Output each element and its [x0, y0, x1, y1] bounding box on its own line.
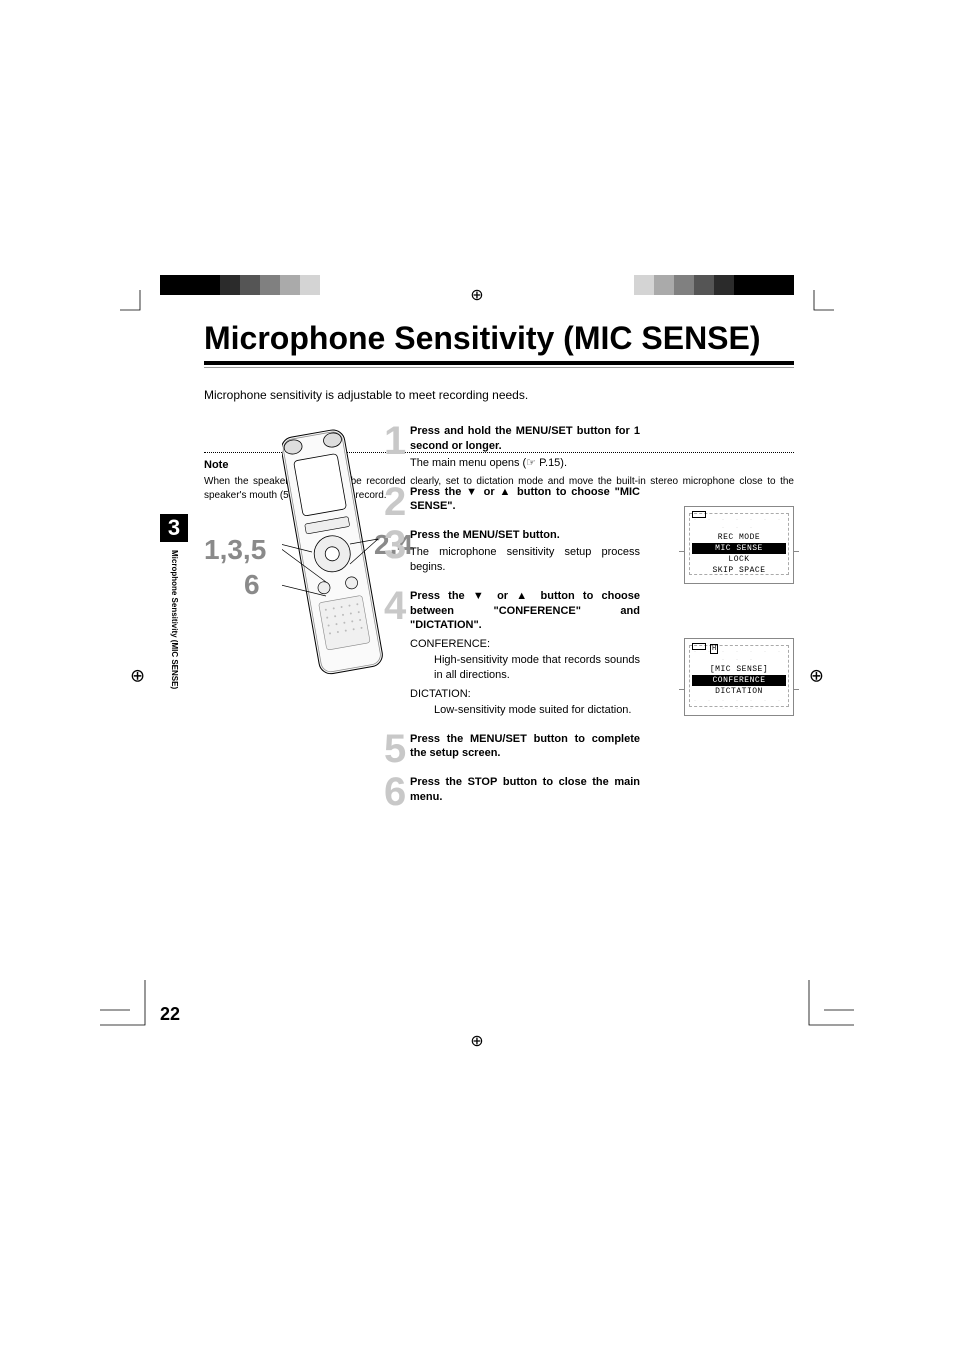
- step-5: 5Press the MENU/SET button to complete t…: [390, 732, 640, 762]
- steps-column: 1Press and hold the MENU/SET button for …: [390, 424, 640, 819]
- color-swatch: [160, 275, 180, 295]
- color-swatch: [674, 275, 694, 295]
- callout-6: 6: [244, 569, 260, 601]
- step-instruction: Press the MENU/SET button to complete th…: [410, 733, 640, 760]
- step-subdesc: High-sensitivity mode that records sound…: [410, 653, 640, 683]
- step-number: 3: [384, 518, 406, 572]
- color-swatch: [240, 275, 260, 295]
- color-swatch: [754, 275, 774, 295]
- page-number: 22: [160, 1004, 180, 1025]
- step-body: The main menu opens (☞ P.15).: [410, 456, 640, 471]
- color-swatch: [220, 275, 240, 295]
- registration-mark-icon: ⊕: [470, 285, 483, 305]
- step-instruction: Press the STOP button to close the main …: [410, 776, 640, 803]
- step-6: 6Press the STOP button to close the main…: [390, 775, 640, 805]
- step-instruction: Press and hold the MENU/SET button for 1…: [410, 425, 640, 452]
- step-number: 6: [384, 765, 406, 819]
- color-swatch: [300, 275, 320, 295]
- chapter-label: Microphone Sensitivity (MIC SENSE): [170, 550, 179, 689]
- battery-icon: [692, 643, 706, 650]
- crop-mark-icon: [100, 980, 160, 1040]
- crop-mark-icon: [794, 980, 854, 1040]
- registration-mark-icon: ⊕: [130, 665, 145, 686]
- step-body: The microphone sensitivity setup process…: [410, 545, 640, 575]
- step-subdesc: Low-sensitivity mode suited for dictatio…: [410, 703, 640, 718]
- color-swatch: [734, 275, 754, 295]
- lcd-menu-item: LOCK: [690, 554, 788, 565]
- crop-mark-icon: [804, 290, 834, 320]
- step-2: 2Press the ▼ or ▲ button to choose "MIC …: [390, 485, 640, 515]
- step-4: 4Press the ▼ or ▲ button to choose betwe…: [390, 589, 640, 718]
- lcd-menu-item: MIC SENSE: [692, 543, 786, 554]
- page-title: Microphone Sensitivity (MIC SENSE): [160, 320, 794, 357]
- registration-mark-icon: ⊕: [470, 1031, 483, 1051]
- intro-text: Microphone sensitivity is adjustable to …: [160, 388, 794, 402]
- title-rule: [204, 361, 794, 365]
- step-number: 1: [384, 414, 406, 468]
- lcd-screen-micsense: H · · · · · · · · · · [MIC SENSE] CONFER…: [684, 638, 794, 716]
- step-instruction: Press the MENU/SET button.: [410, 529, 560, 541]
- color-swatch: [180, 275, 200, 295]
- color-swatch: [694, 275, 714, 295]
- color-swatch: [774, 275, 794, 295]
- chapter-number: 3: [160, 514, 188, 542]
- lcd-menu-item: REC MODE: [690, 532, 788, 543]
- lcd-screen-menu: · · · · · · · · · · REC MODEMIC SENSELOC…: [684, 506, 794, 584]
- mode-indicator: H: [710, 644, 718, 654]
- title-rule-thin: [204, 367, 794, 368]
- step-instruction: Press the ▼ or ▲ button to choose betwee…: [410, 590, 640, 632]
- battery-icon: [692, 511, 706, 518]
- color-swatch: [634, 275, 654, 295]
- crop-mark-icon: [120, 290, 150, 320]
- color-swatch: [714, 275, 734, 295]
- callout-135: 1,3,5: [204, 534, 266, 566]
- color-swatch: [260, 275, 280, 295]
- color-swatch: [200, 275, 220, 295]
- step-sublabel: DICTATION:: [410, 687, 640, 702]
- color-swatch: [280, 275, 300, 295]
- step-sublabel: CONFERENCE:: [410, 637, 640, 652]
- step-instruction: Press the ▼ or ▲ button to choose "MIC S…: [410, 486, 640, 513]
- registration-mark-icon: ⊕: [809, 665, 824, 686]
- chapter-tab: 3 Microphone Sensitivity (MIC SENSE): [160, 514, 188, 689]
- lcd-option-item: DICTATION: [690, 686, 788, 697]
- page-content: Microphone Sensitivity (MIC SENSE) Micro…: [160, 320, 794, 1031]
- color-swatch: [654, 275, 674, 295]
- lcd-menu-item: SKIP SPACE: [690, 565, 788, 576]
- step-1: 1Press and hold the MENU/SET button for …: [390, 424, 640, 471]
- step-number: 4: [384, 579, 406, 633]
- lcd-header: [MIC SENSE]: [690, 664, 788, 675]
- lcd-option-item: CONFERENCE: [692, 675, 786, 686]
- step-3: 3Press the MENU/SET button.The microphon…: [390, 528, 640, 575]
